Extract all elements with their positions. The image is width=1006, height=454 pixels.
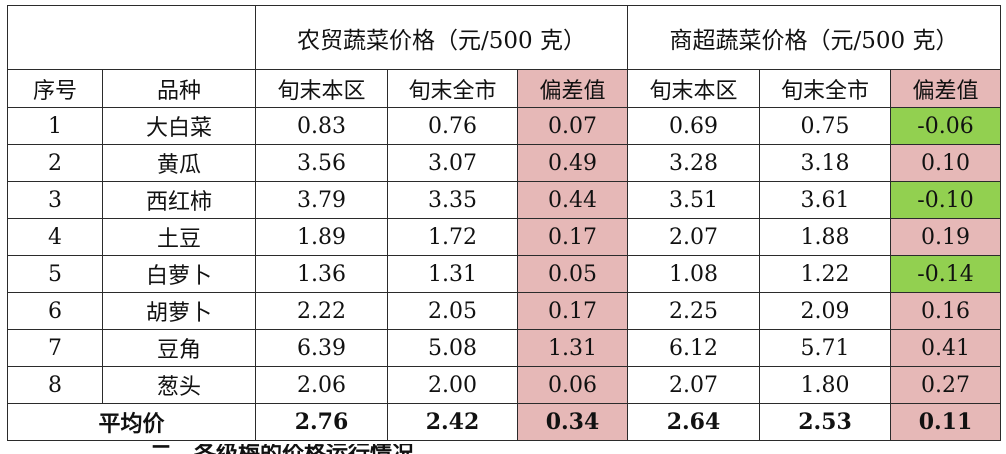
cell-super-diff: -0.10 bbox=[890, 181, 1001, 219]
column-header-farm-local: 旬末本区 bbox=[255, 69, 388, 108]
cell-super-diff: -0.14 bbox=[890, 255, 1001, 293]
column-header-no: 序号 bbox=[7, 69, 103, 108]
cell-super-diff: 0.27 bbox=[890, 366, 1001, 404]
vegetable-price-table: 农贸蔬菜价格（元/500 克） 商超蔬菜价格（元/500 克） 序号 品种 旬末… bbox=[7, 5, 1001, 441]
column-header-super-diff: 偏差值 bbox=[890, 69, 1001, 108]
cell-farm-local: 2.22 bbox=[255, 292, 388, 330]
cell-farm-local: 6.39 bbox=[255, 329, 388, 367]
cell-no: 6 bbox=[7, 292, 103, 330]
column-header-farm-diff: 偏差值 bbox=[517, 69, 628, 108]
cell-super-city: 2.09 bbox=[759, 292, 891, 330]
cell-variety: 黄瓜 bbox=[102, 144, 256, 182]
cell-farm-city: 1.72 bbox=[387, 218, 518, 256]
cell-farm-diff: 0.44 bbox=[517, 181, 628, 219]
cell-farm-city: 5.08 bbox=[387, 329, 518, 367]
cell-farm-local: 1.36 bbox=[255, 255, 388, 293]
cell-farm-diff: 0.07 bbox=[517, 107, 628, 145]
cell-farm-city: 3.35 bbox=[387, 181, 518, 219]
avg-farm-local: 2.76 bbox=[255, 403, 388, 441]
avg-super-city: 2.53 bbox=[759, 403, 891, 441]
cell-variety: 西红柿 bbox=[102, 181, 256, 219]
cell-super-city: 1.22 bbox=[759, 255, 891, 293]
cell-super-city: 1.88 bbox=[759, 218, 891, 256]
cell-farm-city: 2.05 bbox=[387, 292, 518, 330]
cell-farm-local: 3.56 bbox=[255, 144, 388, 182]
cell-farm-local: 2.06 bbox=[255, 366, 388, 404]
cell-super-local: 0.69 bbox=[627, 107, 760, 145]
cell-super-city: 0.75 bbox=[759, 107, 891, 145]
column-header-super-city: 旬末全市 bbox=[759, 69, 891, 108]
cell-super-local: 2.07 bbox=[627, 218, 760, 256]
column-header-farm-city: 旬末全市 bbox=[387, 69, 518, 108]
table-row: 2 黄瓜 3.56 3.07 0.49 3.28 3.18 0.10 bbox=[7, 144, 1001, 182]
cell-no: 8 bbox=[7, 366, 103, 404]
cell-super-diff: 0.10 bbox=[890, 144, 1001, 182]
avg-farm-diff: 0.34 bbox=[517, 403, 628, 441]
cell-farm-diff: 1.31 bbox=[517, 329, 628, 367]
cell-farm-city: 0.76 bbox=[387, 107, 518, 145]
supermarket-group-header: 商超蔬菜价格（元/500 克） bbox=[627, 5, 1001, 70]
column-header-variety: 品种 bbox=[102, 69, 256, 108]
cell-farm-diff: 0.06 bbox=[517, 366, 628, 404]
cell-no: 7 bbox=[7, 329, 103, 367]
avg-super-diff: 0.11 bbox=[890, 403, 1001, 441]
table-row: 7 豆角 6.39 5.08 1.31 6.12 5.71 0.41 bbox=[7, 329, 1001, 367]
table-row: 4 土豆 1.89 1.72 0.17 2.07 1.88 0.19 bbox=[7, 218, 1001, 256]
cell-super-city: 3.18 bbox=[759, 144, 891, 182]
cell-super-diff: 0.41 bbox=[890, 329, 1001, 367]
average-label: 平均价 bbox=[7, 403, 256, 441]
cell-farm-city: 2.00 bbox=[387, 366, 518, 404]
cell-super-local: 6.12 bbox=[627, 329, 760, 367]
cell-farm-diff: 0.05 bbox=[517, 255, 628, 293]
cell-variety: 葱头 bbox=[102, 366, 256, 404]
cell-no: 5 bbox=[7, 255, 103, 293]
column-header-super-local: 旬末本区 bbox=[627, 69, 760, 108]
cell-super-local: 3.51 bbox=[627, 181, 760, 219]
cell-farm-local: 3.79 bbox=[255, 181, 388, 219]
cell-super-local: 1.08 bbox=[627, 255, 760, 293]
avg-super-local: 2.64 bbox=[627, 403, 760, 441]
cell-super-diff: -0.06 bbox=[890, 107, 1001, 145]
cell-no: 3 bbox=[7, 181, 103, 219]
table-row: 5 白萝卜 1.36 1.31 0.05 1.08 1.22 -0.14 bbox=[7, 255, 1001, 293]
cell-no: 4 bbox=[7, 218, 103, 256]
table-row: 1 大白菜 0.83 0.76 0.07 0.69 0.75 -0.06 bbox=[7, 107, 1001, 145]
cell-farm-city: 3.07 bbox=[387, 144, 518, 182]
cell-farm-local: 0.83 bbox=[255, 107, 388, 145]
cutoff-heading: 二、各级梅的价格运行情况 bbox=[150, 444, 414, 454]
cell-super-diff: 0.19 bbox=[890, 218, 1001, 256]
cell-farm-city: 1.31 bbox=[387, 255, 518, 293]
cell-variety: 胡萝卜 bbox=[102, 292, 256, 330]
farm-market-group-header: 农贸蔬菜价格（元/500 克） bbox=[255, 5, 628, 70]
average-row: 平均价 2.76 2.42 0.34 2.64 2.53 0.11 bbox=[7, 403, 1001, 441]
blank-corner-cell bbox=[7, 5, 256, 70]
avg-farm-city: 2.42 bbox=[387, 403, 518, 441]
cell-farm-diff: 0.17 bbox=[517, 292, 628, 330]
cell-variety: 大白菜 bbox=[102, 107, 256, 145]
cell-super-local: 3.28 bbox=[627, 144, 760, 182]
cell-farm-diff: 0.49 bbox=[517, 144, 628, 182]
cell-no: 2 bbox=[7, 144, 103, 182]
cell-super-local: 2.25 bbox=[627, 292, 760, 330]
table-row: 3 西红柿 3.79 3.35 0.44 3.51 3.61 -0.10 bbox=[7, 181, 1001, 219]
cell-super-city: 3.61 bbox=[759, 181, 891, 219]
cell-no: 1 bbox=[7, 107, 103, 145]
cell-variety: 土豆 bbox=[102, 218, 256, 256]
cell-super-diff: 0.16 bbox=[890, 292, 1001, 330]
table-row: 8 葱头 2.06 2.00 0.06 2.07 1.80 0.27 bbox=[7, 366, 1001, 404]
cell-variety: 豆角 bbox=[102, 329, 256, 367]
column-header-row: 序号 品种 旬末本区 旬末全市 偏差值 旬末本区 旬末全市 偏差值 bbox=[7, 69, 1001, 108]
group-header-row: 农贸蔬菜价格（元/500 克） 商超蔬菜价格（元/500 克） bbox=[7, 5, 1001, 70]
cell-super-local: 2.07 bbox=[627, 366, 760, 404]
cell-super-city: 5.71 bbox=[759, 329, 891, 367]
cell-variety: 白萝卜 bbox=[102, 255, 256, 293]
cell-farm-local: 1.89 bbox=[255, 218, 388, 256]
cell-super-city: 1.80 bbox=[759, 366, 891, 404]
table-row: 6 胡萝卜 2.22 2.05 0.17 2.25 2.09 0.16 bbox=[7, 292, 1001, 330]
cell-farm-diff: 0.17 bbox=[517, 218, 628, 256]
